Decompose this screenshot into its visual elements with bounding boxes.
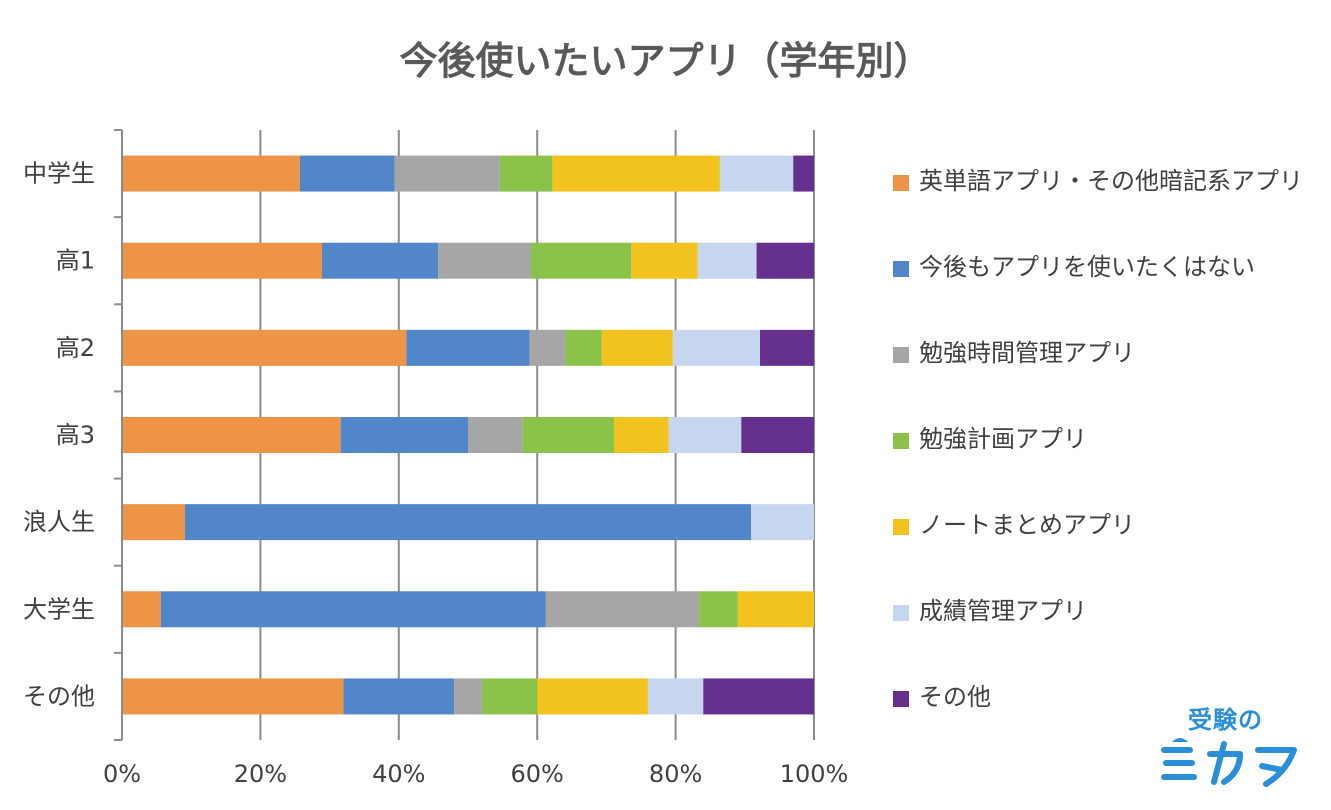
- bar-segment: [647, 678, 704, 715]
- legend-label: その他: [919, 683, 991, 711]
- bar-segment: [122, 242, 322, 279]
- y-category-label: 大学生: [23, 595, 95, 623]
- bar-segment: [343, 678, 455, 715]
- bar-segment: [668, 417, 742, 453]
- legend-item: ノートまとめアプリ: [893, 504, 1309, 546]
- bar-segment: [529, 329, 566, 366]
- bar-segment: [481, 678, 538, 715]
- y-category-label: その他: [23, 682, 95, 710]
- x-tick-label: 60%: [511, 760, 564, 788]
- bar-segment: [321, 242, 439, 279]
- bar-segment: [756, 242, 814, 279]
- legend-item: 成績管理アプリ: [893, 590, 1309, 632]
- y-category-label: 高2: [56, 334, 95, 362]
- y-category-label: 高3: [56, 421, 95, 449]
- bar-segment: [499, 155, 553, 192]
- legend-swatch: [893, 261, 909, 277]
- bar-segment: [793, 155, 814, 192]
- bar-segment: [454, 678, 482, 715]
- bar-segment: [703, 678, 814, 715]
- bar-segment: [537, 678, 648, 715]
- legend-swatch: [893, 433, 909, 449]
- legend-item: 英単語アプリ・その他暗記系アプリ: [893, 160, 1309, 202]
- y-category-label: 中学生: [23, 160, 95, 188]
- legend-swatch: [893, 691, 909, 707]
- logo-top-text: 受験の: [1188, 706, 1263, 734]
- bar-segment: [299, 155, 395, 192]
- bar-segment: [522, 417, 615, 453]
- bar-segment: [122, 591, 161, 628]
- bar-segment: [699, 591, 738, 628]
- y-category-label: 高1: [56, 247, 95, 275]
- x-tick-label: 40%: [372, 760, 425, 788]
- x-tick-label: 0%: [103, 760, 141, 788]
- bar-segment: [601, 329, 673, 366]
- legend-label: ノートまとめアプリ: [919, 511, 1135, 539]
- bar-segment: [468, 417, 523, 453]
- bar-segment: [719, 155, 794, 192]
- legend-item: その他: [893, 676, 1309, 718]
- bar-segment: [160, 591, 546, 628]
- legend-item: 勉強計画アプリ: [893, 418, 1309, 460]
- x-tick-label: 100%: [780, 760, 849, 788]
- legend-swatch: [893, 519, 909, 535]
- bar-segment: [122, 155, 300, 192]
- legend-item: 勉強時間管理アプリ: [893, 332, 1309, 374]
- bar-segment: [530, 242, 632, 279]
- bar-segment: [122, 504, 185, 541]
- legend-swatch: [893, 347, 909, 363]
- bar-segment: [737, 591, 814, 628]
- bar-segment: [122, 417, 341, 453]
- bar-segment: [760, 329, 814, 366]
- bar-segment: [751, 504, 814, 541]
- legend-label: 今後もアプリを使いたくはない: [919, 253, 1255, 281]
- bar-segment: [406, 329, 530, 366]
- legend-label: 成績管理アプリ: [919, 597, 1087, 625]
- legend-label: 英単語アプリ・その他暗記系アプリ: [919, 167, 1303, 195]
- bar-segment: [552, 155, 720, 192]
- x-tick-label: 80%: [649, 760, 702, 788]
- bar-segment: [340, 417, 468, 453]
- bar-segment: [697, 242, 757, 279]
- legend-label: 勉強計画アプリ: [919, 425, 1087, 453]
- bar-segment: [184, 504, 752, 541]
- bar-segment: [614, 417, 669, 453]
- y-category-label: 浪人生: [23, 508, 95, 536]
- legend-item: 今後もアプリを使いたくはない: [893, 246, 1309, 288]
- bar-segment: [545, 591, 700, 628]
- legend-label: 勉強時間管理アプリ: [919, 339, 1135, 367]
- bar-segment: [672, 329, 761, 366]
- logo-mark-icon: [1161, 738, 1297, 787]
- bar-segment: [438, 242, 531, 279]
- chart-title: 今後使いたいアプリ（学年別）: [399, 39, 932, 83]
- bar-segment: [565, 329, 602, 366]
- x-tick-label: 20%: [234, 760, 287, 788]
- bar-segment: [394, 155, 500, 192]
- bar-segment: [122, 678, 344, 715]
- legend-swatch: [893, 175, 909, 191]
- bar-segment: [122, 329, 407, 366]
- bar-segment: [631, 242, 698, 279]
- bar-segment: [741, 417, 814, 453]
- legend-swatch: [893, 605, 909, 621]
- juken-no-mikata-logo: 受験の: [1158, 700, 1308, 795]
